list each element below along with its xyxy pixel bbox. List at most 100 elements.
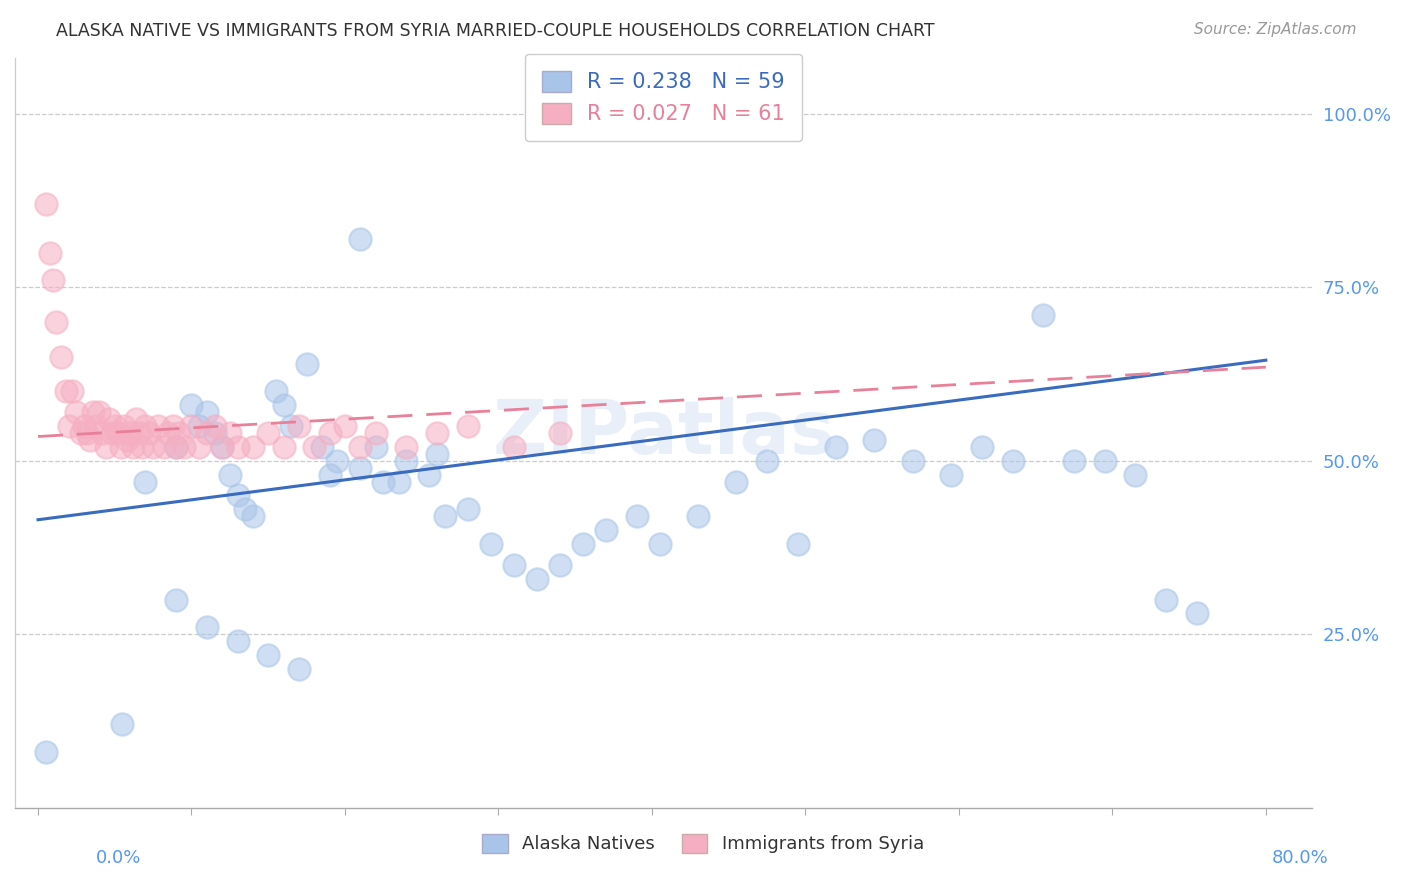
Point — [134, 475, 156, 489]
Text: ZIPatlas: ZIPatlas — [492, 397, 835, 469]
Point — [648, 537, 671, 551]
Point — [45, 315, 67, 329]
Point — [433, 509, 456, 524]
Point — [1001, 454, 1024, 468]
Point — [226, 634, 249, 648]
Point — [146, 419, 169, 434]
Point — [165, 440, 187, 454]
Point — [388, 475, 411, 489]
Point — [162, 419, 184, 434]
Point — [863, 433, 886, 447]
Point — [349, 440, 371, 454]
Point — [273, 398, 295, 412]
Point — [97, 412, 120, 426]
Point — [786, 537, 808, 551]
Point — [526, 572, 548, 586]
Point — [73, 419, 96, 434]
Point — [173, 440, 195, 454]
Point — [1063, 454, 1085, 468]
Point — [304, 440, 326, 454]
Point — [548, 558, 571, 572]
Point — [426, 447, 449, 461]
Point — [35, 745, 58, 759]
Point — [572, 537, 595, 551]
Point — [502, 558, 524, 572]
Point — [165, 592, 187, 607]
Point — [112, 419, 135, 434]
Point — [373, 475, 395, 489]
Text: Source: ZipAtlas.com: Source: ZipAtlas.com — [1194, 22, 1357, 37]
Point — [479, 537, 502, 551]
Point — [180, 398, 202, 412]
Point — [457, 419, 479, 434]
Point — [1185, 607, 1208, 621]
Point — [1154, 592, 1177, 607]
Point — [318, 467, 340, 482]
Point — [318, 425, 340, 440]
Point — [110, 440, 132, 454]
Point — [49, 350, 72, 364]
Legend: R = 0.238   N = 59, R = 0.027   N = 61: R = 0.238 N = 59, R = 0.027 N = 61 — [524, 54, 801, 141]
Point — [901, 454, 924, 468]
Point — [548, 425, 571, 440]
Point — [134, 419, 156, 434]
Point — [82, 405, 104, 419]
Point — [211, 440, 233, 454]
Point — [142, 440, 165, 454]
Point — [226, 488, 249, 502]
Point — [89, 405, 111, 419]
Point — [58, 419, 80, 434]
Point — [825, 440, 848, 454]
Point — [295, 357, 318, 371]
Point — [39, 245, 62, 260]
Point — [364, 425, 387, 440]
Point — [395, 454, 418, 468]
Point — [138, 425, 160, 440]
Point — [167, 425, 190, 440]
Point — [55, 384, 77, 399]
Point — [204, 419, 226, 434]
Point — [157, 425, 180, 440]
Point — [242, 509, 264, 524]
Point — [94, 440, 117, 454]
Point — [226, 440, 249, 454]
Point — [686, 509, 709, 524]
Point — [125, 412, 148, 426]
Point — [91, 425, 114, 440]
Point — [257, 425, 280, 440]
Point — [364, 440, 387, 454]
Point — [264, 384, 287, 399]
Point — [218, 425, 240, 440]
Point — [188, 440, 211, 454]
Point — [311, 440, 333, 454]
Point — [60, 384, 83, 399]
Point — [104, 419, 127, 434]
Point — [395, 440, 418, 454]
Point — [242, 440, 264, 454]
Point — [273, 440, 295, 454]
Point — [457, 502, 479, 516]
Point — [153, 440, 176, 454]
Point — [195, 425, 218, 440]
Text: 0.0%: 0.0% — [96, 849, 141, 867]
Point — [326, 454, 349, 468]
Point — [42, 273, 65, 287]
Point — [725, 475, 748, 489]
Point — [426, 425, 449, 440]
Point — [970, 440, 993, 454]
Point — [76, 425, 98, 440]
Point — [288, 419, 311, 434]
Point — [86, 419, 108, 434]
Point — [233, 502, 256, 516]
Point — [756, 454, 779, 468]
Point — [180, 419, 202, 434]
Point — [1032, 308, 1054, 322]
Point — [115, 433, 138, 447]
Point — [333, 419, 356, 434]
Point — [65, 405, 87, 419]
Point — [280, 419, 302, 434]
Point — [626, 509, 648, 524]
Point — [195, 405, 218, 419]
Point — [111, 717, 134, 731]
Point — [107, 425, 129, 440]
